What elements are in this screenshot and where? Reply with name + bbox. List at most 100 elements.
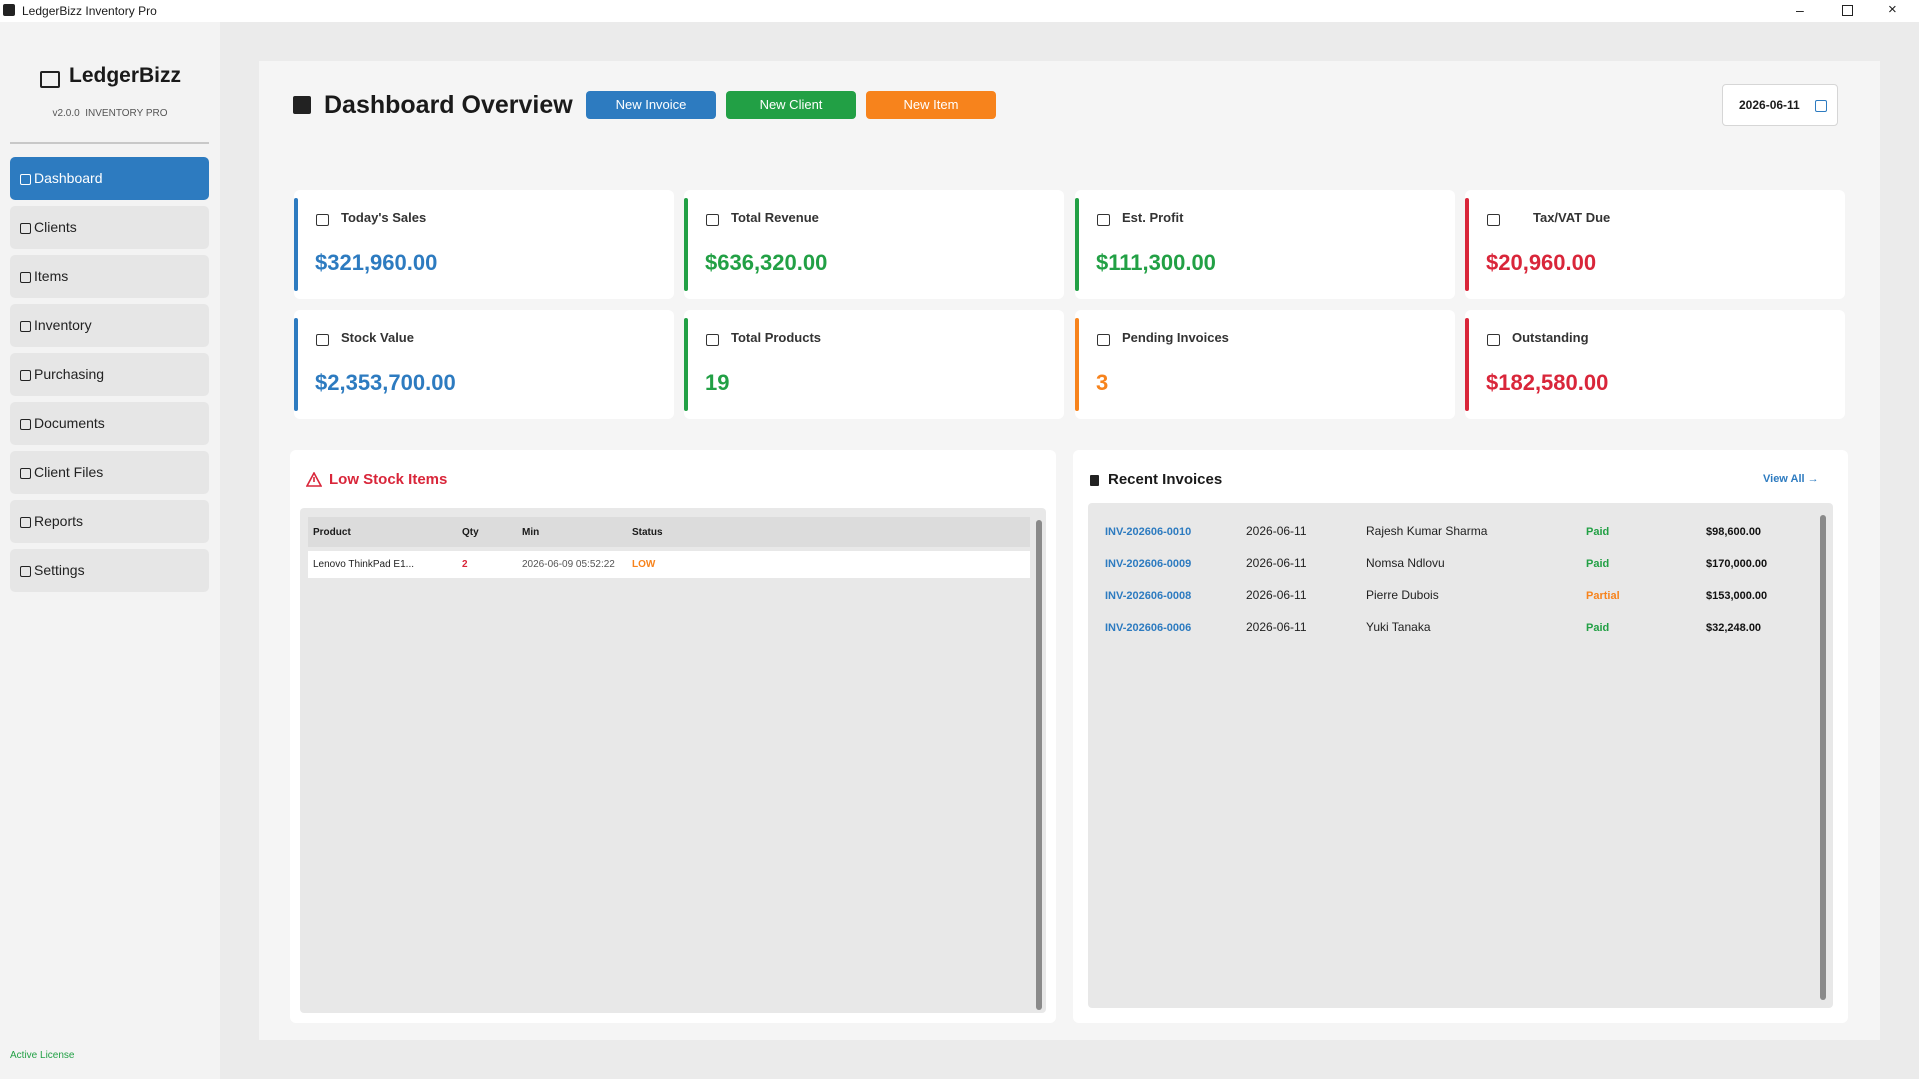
nav-icon bbox=[20, 174, 31, 185]
invoice-cell: $170,000.00 bbox=[1706, 558, 1768, 570]
nav-item[interactable]: Documents bbox=[10, 402, 209, 445]
stat-value: $636,320.00 bbox=[705, 250, 828, 275]
stat-value: $182,580.00 bbox=[1486, 370, 1609, 395]
action-button[interactable]: New Invoice bbox=[586, 91, 716, 119]
accent-bar bbox=[684, 198, 688, 291]
invoice-link[interactable]: INV-202606-0008 bbox=[1105, 590, 1192, 602]
invoice-icon bbox=[1090, 475, 1099, 486]
stat-value: 3 bbox=[1096, 370, 1109, 395]
stat-label: Today's Sales bbox=[341, 210, 427, 225]
app-icon bbox=[3, 4, 15, 16]
nav-item[interactable]: Items bbox=[10, 255, 209, 298]
recent-invoices-panel: Recent Invoices View All → INV-202606-00… bbox=[1073, 450, 1848, 1023]
invoice-cell: Partial bbox=[1586, 590, 1620, 602]
invoice-cell: 2026-06-11 bbox=[1246, 620, 1307, 634]
warning-icon bbox=[306, 472, 322, 487]
title-icon bbox=[293, 96, 311, 114]
accent-bar bbox=[1465, 318, 1469, 411]
sidebar: LedgerBizz v2.0.0 INVENTORY PRO Dashboar… bbox=[0, 22, 220, 1079]
view-all-link[interactable]: View All → bbox=[1763, 473, 1819, 485]
stat-label: Pending Invoices bbox=[1122, 330, 1229, 345]
table-area: Product Qty Min Status Lenovo ThinkPad E1..… bbox=[300, 508, 1046, 1013]
invoice-link[interactable]: INV-202606-0010 bbox=[1105, 526, 1192, 538]
nav-label: Reports bbox=[34, 513, 84, 529]
invoice-cell: $32,248.00 bbox=[1706, 622, 1762, 634]
stat-card: Pending Invoices 3 bbox=[1075, 310, 1455, 419]
stat-card: Stock Value $2,353,700.00 bbox=[294, 310, 674, 419]
accent-bar bbox=[294, 198, 298, 291]
calendar-icon bbox=[1815, 100, 1827, 112]
nav-icon bbox=[20, 468, 31, 479]
invoice-link[interactable]: INV-202606-0009 bbox=[1105, 558, 1192, 570]
nav-icon bbox=[20, 321, 31, 332]
accent-bar bbox=[1075, 318, 1079, 411]
stat-label: Tax/VAT Due bbox=[1533, 210, 1611, 225]
nav-label: Clients bbox=[34, 219, 77, 235]
nav-item[interactable]: Dashboard bbox=[10, 157, 209, 200]
date-picker[interactable]: 2026-06-11 bbox=[1722, 84, 1838, 126]
stat-value: $111,300.00 bbox=[1096, 250, 1216, 275]
window-title: LedgerBizz Inventory Pro bbox=[22, 4, 157, 18]
nav-item[interactable]: Reports bbox=[10, 500, 209, 543]
nav-label: Documents bbox=[34, 415, 105, 431]
nav-label: Dashboard bbox=[34, 170, 103, 186]
invoice-cell: Nomsa Ndlovu bbox=[1366, 556, 1445, 570]
table-header bbox=[308, 517, 1030, 547]
stat-icon bbox=[706, 334, 719, 346]
nav-icon bbox=[20, 272, 31, 283]
date-value: 2026-06-11 bbox=[1739, 98, 1800, 112]
close-button[interactable]: × bbox=[1888, 1, 1897, 18]
table-row[interactable] bbox=[308, 551, 1030, 578]
stat-icon bbox=[316, 214, 329, 226]
invoice-cell: Rajesh Kumar Sharma bbox=[1366, 524, 1488, 538]
nav-icon bbox=[20, 419, 31, 430]
scrollbar[interactable] bbox=[1820, 515, 1826, 1000]
stat-value: 19 bbox=[705, 370, 730, 395]
invoice-cell: Paid bbox=[1586, 526, 1610, 538]
column-header: Min bbox=[522, 527, 540, 538]
nav-icon bbox=[20, 566, 31, 577]
action-button[interactable]: New Item bbox=[866, 91, 996, 119]
invoice-cell: Paid bbox=[1586, 622, 1610, 634]
brand: LedgerBizz bbox=[69, 64, 182, 87]
invoice-cell: Pierre Dubois bbox=[1366, 588, 1439, 602]
invoice-cell: $153,000.00 bbox=[1706, 590, 1768, 602]
accent-bar bbox=[1075, 198, 1079, 291]
stat-icon bbox=[706, 214, 719, 226]
nav-icon bbox=[20, 517, 31, 528]
stat-label: Total Revenue bbox=[731, 210, 819, 225]
stat-value: $321,960.00 bbox=[315, 250, 438, 275]
stat-card: Est. Profit $111,300.00 bbox=[1075, 190, 1455, 299]
table-cell: Lenovo ThinkPad E1... bbox=[313, 559, 414, 570]
maximize-button[interactable] bbox=[1842, 5, 1853, 16]
stat-label: Est. Profit bbox=[1122, 210, 1184, 225]
column-header: Status bbox=[632, 527, 663, 538]
accent-bar bbox=[1465, 198, 1469, 291]
column-header: Product bbox=[313, 527, 351, 538]
nav-item[interactable]: Settings bbox=[10, 549, 209, 592]
stat-label: Total Products bbox=[731, 330, 822, 345]
action-button[interactable]: New Client bbox=[726, 91, 856, 119]
nav-icon bbox=[20, 370, 31, 381]
nav-label: Settings bbox=[34, 562, 85, 578]
invoice-link[interactable]: INV-202606-0006 bbox=[1105, 622, 1192, 634]
stat-card: Total Products 19 bbox=[684, 310, 1064, 419]
nav-label: Purchasing bbox=[34, 366, 105, 382]
stat-label: Outstanding bbox=[1512, 330, 1589, 345]
stat-card: Today's Sales $321,960.00 bbox=[294, 190, 674, 299]
panel-title: Low Stock Items bbox=[329, 471, 448, 488]
invoice-cell: $98,600.00 bbox=[1706, 526, 1762, 538]
table-cell: 2026-06-09 05:52:22 bbox=[522, 559, 615, 570]
table-cell: 2 bbox=[462, 559, 468, 570]
stat-card: Tax/VAT Due $20,960.00 bbox=[1465, 190, 1845, 299]
nav-item[interactable]: Inventory bbox=[10, 304, 209, 347]
page-title: Dashboard Overview bbox=[324, 91, 573, 119]
nav-item[interactable]: Clients bbox=[10, 206, 209, 249]
nav-item[interactable]: Purchasing bbox=[10, 353, 209, 396]
scrollbar[interactable] bbox=[1036, 520, 1042, 1010]
minimize-button[interactable]: – bbox=[1796, 2, 1804, 18]
accent-bar bbox=[294, 318, 298, 411]
nav-item[interactable]: Client Files bbox=[10, 451, 209, 494]
